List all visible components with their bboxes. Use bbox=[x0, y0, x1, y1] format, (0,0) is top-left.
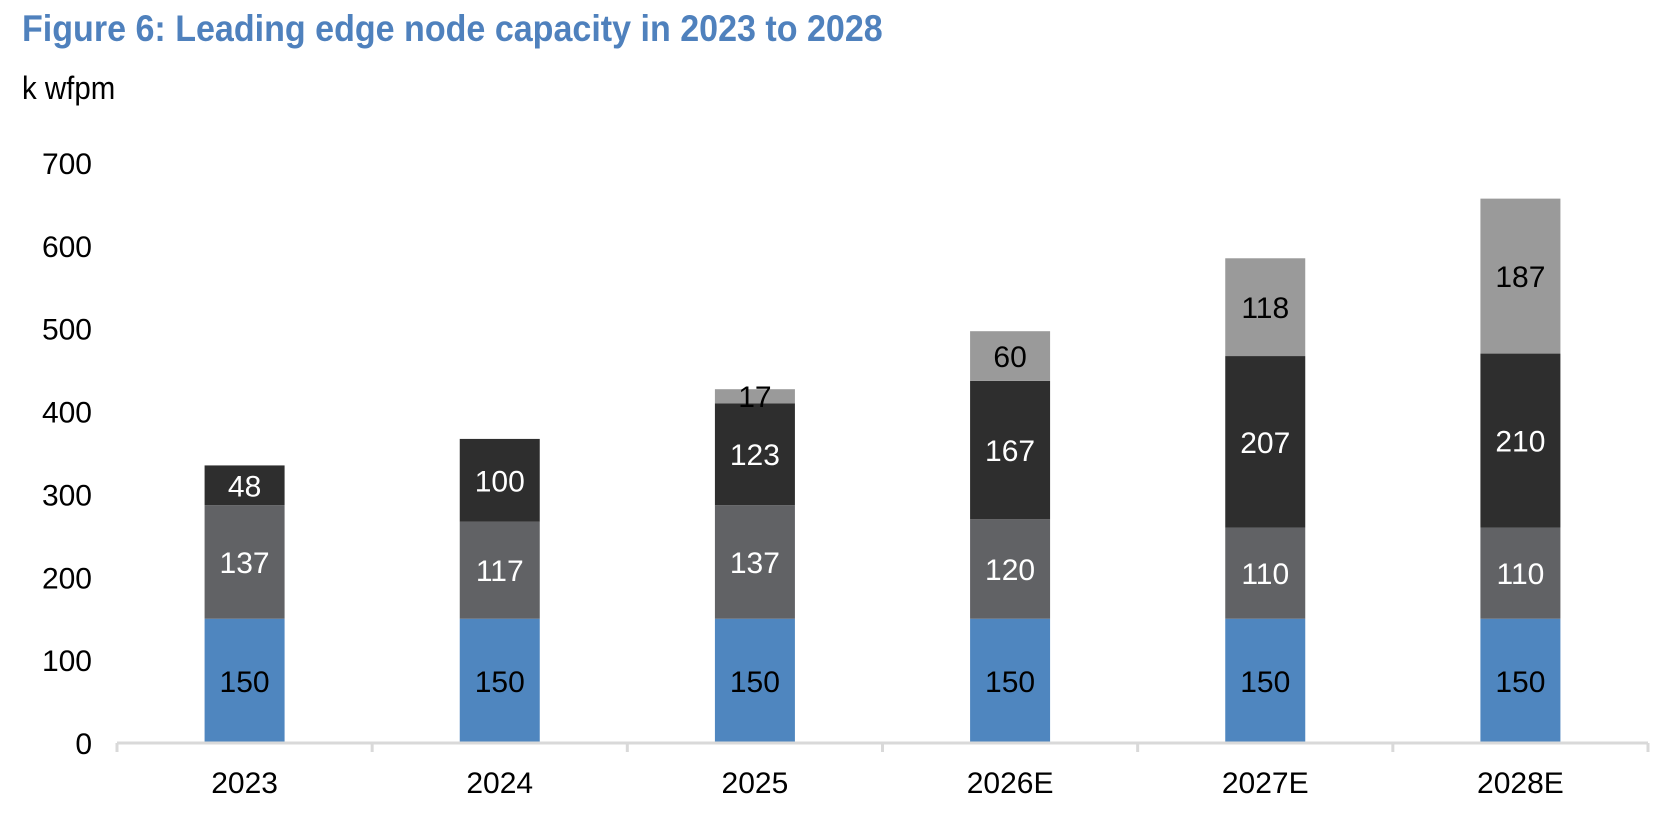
x-tick-label: 2027E bbox=[1222, 767, 1309, 800]
y-axis-unit-label: k wfpm bbox=[22, 70, 116, 106]
bar-segment bbox=[204, 618, 285, 743]
bar-segment bbox=[1480, 353, 1561, 528]
y-tick-label: 300 bbox=[42, 479, 92, 512]
x-axis: 2023 2024 2025 2026E 2027E 2028E bbox=[115, 741, 1650, 800]
bar-segment bbox=[204, 505, 285, 619]
bar-segment bbox=[714, 618, 795, 743]
bar-value-label: 167 bbox=[985, 435, 1035, 468]
bar-value-label: 60 bbox=[993, 341, 1026, 374]
bar-value-label: 150 bbox=[1495, 666, 1545, 699]
y-tick-label: 0 bbox=[75, 728, 92, 761]
bar-segment bbox=[459, 618, 540, 743]
bar-value-label: 100 bbox=[475, 465, 525, 498]
x-tick-label: 2024 bbox=[466, 767, 533, 800]
bar-value-label: 17 bbox=[738, 381, 771, 414]
bar-value-label: 150 bbox=[1240, 666, 1290, 699]
bar-value-label: 187 bbox=[1495, 261, 1545, 294]
bar-segment bbox=[1225, 527, 1306, 619]
bar-value-label: 150 bbox=[220, 666, 270, 699]
y-tick-label: 100 bbox=[42, 645, 92, 678]
x-tick-label: 2028E bbox=[1477, 767, 1564, 800]
bar-stacks: 150 137 48 150 117 100 150 137 123 17 150 120 167 60 1… bbox=[204, 198, 1561, 743]
bar-segment bbox=[1225, 258, 1306, 357]
bar-segment bbox=[970, 331, 1051, 381]
bar-segment bbox=[1480, 198, 1561, 354]
y-tick-label: 500 bbox=[42, 314, 92, 347]
y-axis-ticks: 0 100 200 300 400 500 600 700 bbox=[42, 148, 92, 761]
bar-segment bbox=[459, 438, 540, 522]
x-tick-label: 2026E bbox=[967, 767, 1054, 800]
y-tick-label: 700 bbox=[42, 148, 92, 181]
bar-value-label: 150 bbox=[730, 666, 780, 699]
x-tick-label: 2025 bbox=[722, 767, 789, 800]
bar-value-label: 48 bbox=[228, 470, 261, 503]
bar-segment bbox=[1225, 618, 1306, 743]
bar-segment bbox=[714, 403, 795, 506]
bar-value-label: 150 bbox=[475, 666, 525, 699]
bar-segment bbox=[970, 618, 1051, 743]
bar-value-label: 123 bbox=[730, 439, 780, 472]
bar-segment bbox=[1480, 618, 1561, 743]
bar-segment bbox=[970, 380, 1051, 520]
x-tick-label: 2023 bbox=[211, 767, 278, 800]
bar-segment bbox=[714, 389, 795, 404]
bar-value-label: 137 bbox=[220, 547, 270, 580]
bar-segment bbox=[1225, 356, 1306, 528]
bar-value-label: 110 bbox=[1497, 558, 1545, 591]
bar-segment bbox=[1480, 527, 1561, 619]
bar-segment bbox=[970, 519, 1051, 619]
bar-value-label: 150 bbox=[985, 666, 1035, 699]
bar-value-label: 120 bbox=[985, 554, 1035, 587]
bar-value-label: 210 bbox=[1495, 426, 1545, 459]
y-tick-label: 600 bbox=[42, 231, 92, 264]
bar-segment bbox=[714, 505, 795, 619]
bar-value-label: 137 bbox=[730, 547, 780, 580]
bar-value-label: 110 bbox=[1241, 558, 1289, 591]
chart-title: Figure 6: Leading edge node capacity in … bbox=[22, 8, 883, 49]
y-tick-label: 400 bbox=[42, 397, 92, 430]
bar-segment bbox=[204, 465, 285, 506]
bar-value-label: 118 bbox=[1241, 292, 1289, 325]
bar-value-label: 117 bbox=[476, 555, 524, 588]
bar-segment bbox=[459, 521, 540, 619]
y-tick-label: 200 bbox=[42, 562, 92, 595]
bar-value-label: 207 bbox=[1240, 427, 1290, 460]
